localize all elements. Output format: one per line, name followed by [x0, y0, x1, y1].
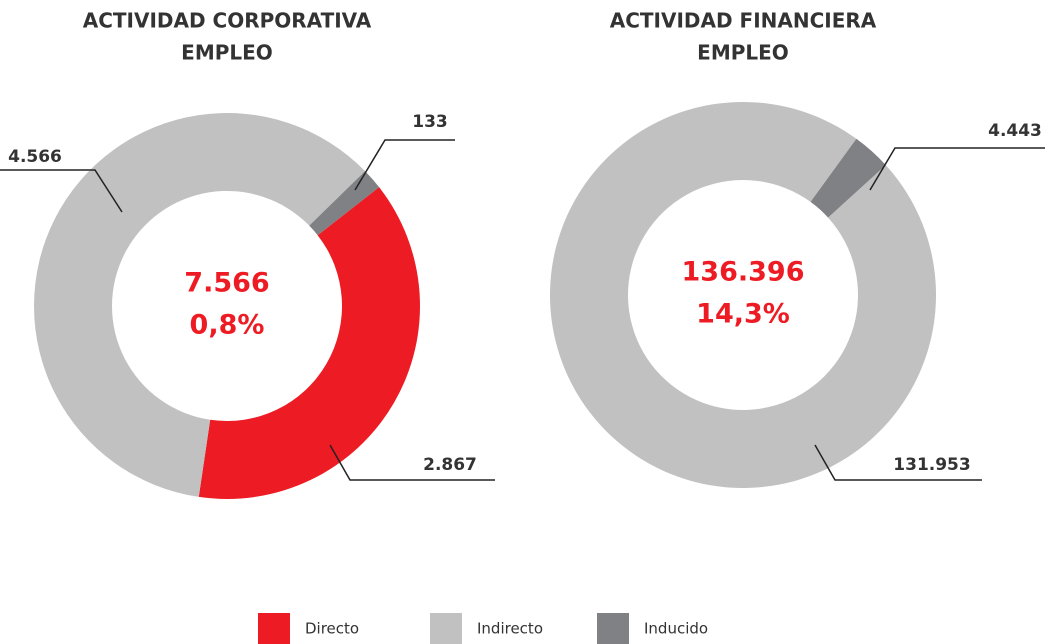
donut-slice	[309, 171, 380, 236]
legend-swatch	[258, 613, 290, 644]
data-label: 133	[412, 112, 448, 132]
chart-title: ACTIVIDAD CORPORATIVA	[83, 9, 372, 33]
legend-label: Directo	[305, 620, 359, 638]
legend-label: Inducido	[644, 620, 708, 638]
leader-line	[329, 444, 495, 481]
legend-swatch	[430, 613, 462, 644]
center-label: 136.396	[682, 257, 805, 288]
data-label: 4.566	[8, 147, 62, 167]
leader-line	[0, 169, 123, 213]
center-label: 7.566	[184, 268, 269, 299]
chart-subtitle: EMPLEO	[181, 41, 273, 65]
leader-line	[814, 444, 982, 481]
legend-label: Indirecto	[477, 620, 543, 638]
legend-swatch	[597, 613, 629, 644]
chart-subtitle: EMPLEO	[697, 41, 789, 65]
data-label: 131.953	[893, 455, 970, 475]
donut-slice	[810, 138, 886, 218]
data-label: 4.443	[988, 121, 1042, 141]
data-label: 2.867	[423, 455, 477, 475]
donut-slice	[198, 187, 420, 499]
center-label: 0,8%	[190, 310, 265, 341]
donut-slice	[33, 112, 366, 497]
leader-line	[869, 147, 1045, 191]
chart-title: ACTIVIDAD FINANCIERA	[610, 9, 877, 33]
center-label: 14,3%	[696, 299, 790, 330]
leader-line	[354, 139, 455, 191]
donut-slice	[549, 101, 936, 488]
